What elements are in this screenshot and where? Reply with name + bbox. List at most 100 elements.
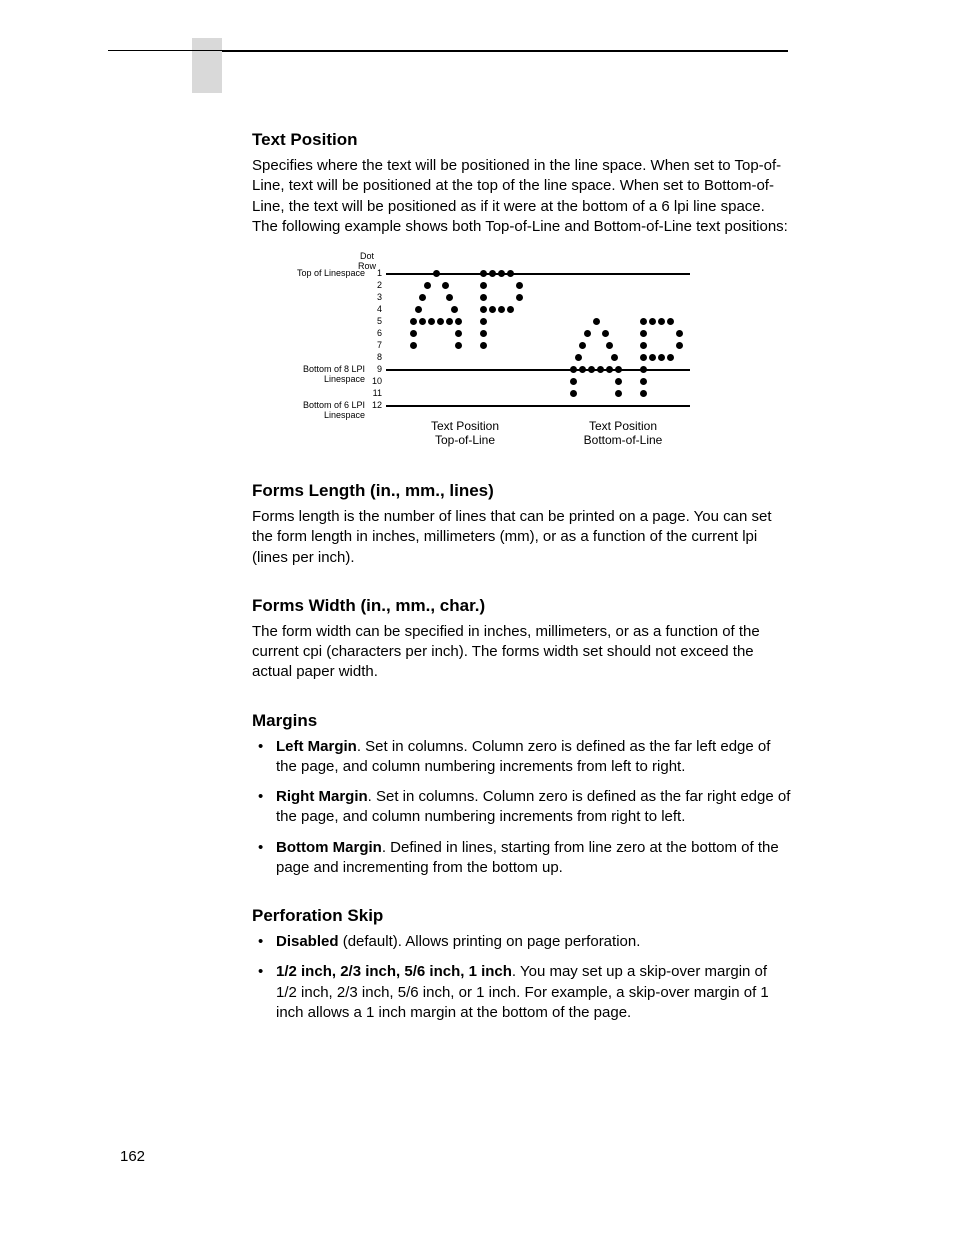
- diagram-dot: [516, 282, 523, 289]
- diagram-dot: [424, 282, 431, 289]
- bullet-label: Bottom Margin: [276, 839, 382, 856]
- page-content: Text Position Specifies where the text w…: [252, 130, 792, 1051]
- diagram-dot: [640, 378, 647, 385]
- diagram-dot: [615, 378, 622, 385]
- diagram-dot: [446, 294, 453, 301]
- diagram-dot: [606, 342, 613, 349]
- diagram-dot-label: Dot: [352, 251, 382, 261]
- header-rule-thick: [222, 50, 788, 52]
- diagram-dot: [507, 270, 514, 277]
- bullet-item: Bottom Margin. Defined in lines, startin…: [276, 838, 792, 879]
- section-perf-skip: Perforation Skip Disabled (default). All…: [252, 906, 792, 1023]
- diagram-caption: Text Position: [568, 419, 678, 433]
- diagram-row-num: 3: [368, 292, 382, 302]
- bullet-label: Right Margin: [276, 788, 368, 805]
- diagram-dot: [489, 306, 496, 313]
- diagram-dot: [455, 330, 462, 337]
- diagram-dot: [676, 330, 683, 337]
- header-accent-block: [192, 38, 222, 93]
- diagram-dot: [410, 330, 417, 337]
- diagram-dot: [575, 354, 582, 361]
- diagram-row-num: 1: [368, 268, 382, 278]
- diagram-row-num: 8: [368, 352, 382, 362]
- body-text-position: Specifies where the text will be positio…: [252, 156, 792, 237]
- diagram-caption: Text Position: [410, 419, 520, 433]
- diagram-dot: [446, 318, 453, 325]
- diagram-dot: [489, 270, 496, 277]
- diagram-row-num: 11: [368, 388, 382, 398]
- section-text-position: Text Position Specifies where the text w…: [252, 130, 792, 451]
- diagram-dot: [455, 318, 462, 325]
- diagram-dot: [480, 306, 487, 313]
- section-forms-width: Forms Width (in., mm., char.) The form w…: [252, 596, 792, 683]
- diagram-dot: [507, 306, 514, 313]
- diagram-dot: [649, 318, 656, 325]
- diagram-row-num: 4: [368, 304, 382, 314]
- heading-forms-width: Forms Width (in., mm., char.): [252, 596, 792, 616]
- diagram-row-num: 12: [368, 400, 382, 410]
- diagram-row-num: 5: [368, 316, 382, 326]
- diagram-dot: [570, 378, 577, 385]
- diagram-dot: [606, 366, 613, 373]
- diagram-dot: [640, 318, 647, 325]
- diagram-dot: [410, 342, 417, 349]
- diagram-dot: [588, 366, 595, 373]
- diagram-8lpi-label: Bottom of 8 LPI Linespace: [260, 364, 365, 384]
- bullet-label: Disabled: [276, 933, 339, 950]
- diagram-dot: [442, 282, 449, 289]
- diagram-dot: [498, 306, 505, 313]
- diagram-dot: [451, 306, 458, 313]
- diagram-dot: [667, 318, 674, 325]
- diagram-dot: [480, 294, 487, 301]
- page-number: 162: [120, 1148, 145, 1165]
- diagram-dot: [611, 354, 618, 361]
- body-forms-width: The form width can be specified in inche…: [252, 622, 792, 683]
- diagram-dot: [640, 342, 647, 349]
- diagram-6lpi-label: Bottom of 6 LPI Linespace: [260, 400, 365, 420]
- heading-forms-length: Forms Length (in., mm., lines): [252, 481, 792, 501]
- heading-perf-skip: Perforation Skip: [252, 906, 792, 926]
- body-forms-length: Forms length is the number of lines that…: [252, 507, 792, 568]
- margins-list: Left Margin. Set in columns. Column zero…: [252, 737, 792, 879]
- bullet-item: Right Margin. Set in columns. Column zer…: [276, 787, 792, 828]
- diagram-dot: [676, 342, 683, 349]
- diagram-dot: [640, 354, 647, 361]
- diagram-dot: [410, 318, 417, 325]
- diagram-dot: [667, 354, 674, 361]
- diagram-dot: [593, 318, 600, 325]
- diagram-dot: [570, 366, 577, 373]
- diagram-row-num: 9: [368, 364, 382, 374]
- text-position-diagram: DotRow123456789101112Top of LinespaceBot…: [260, 251, 690, 451]
- diagram-row-num: 2: [368, 280, 382, 290]
- diagram-dot: [480, 270, 487, 277]
- diagram-dot: [480, 342, 487, 349]
- diagram-dot: [615, 366, 622, 373]
- diagram-guide-line: [386, 273, 690, 275]
- diagram-dot: [415, 306, 422, 313]
- diagram-dot: [579, 342, 586, 349]
- heading-text-position: Text Position: [252, 130, 792, 150]
- diagram-caption: Top-of-Line: [410, 433, 520, 447]
- diagram-dot: [597, 366, 604, 373]
- bullet-item: Disabled (default). Allows printing on p…: [276, 932, 792, 952]
- diagram-dot: [433, 270, 440, 277]
- diagram-dot: [658, 354, 665, 361]
- diagram-dot: [615, 390, 622, 397]
- diagram-dot: [428, 318, 435, 325]
- diagram-dot: [480, 318, 487, 325]
- diagram-dot: [579, 366, 586, 373]
- heading-margins: Margins: [252, 711, 792, 731]
- section-forms-length: Forms Length (in., mm., lines) Forms len…: [252, 481, 792, 568]
- diagram-row-num: 6: [368, 328, 382, 338]
- diagram-dot: [516, 294, 523, 301]
- diagram-row-num: 10: [368, 376, 382, 386]
- perf-skip-list: Disabled (default). Allows printing on p…: [252, 932, 792, 1023]
- diagram-guide-line: [386, 405, 690, 407]
- diagram-dot: [498, 270, 505, 277]
- diagram-dot: [455, 342, 462, 349]
- bullet-label: Left Margin: [276, 738, 357, 755]
- diagram-dot: [480, 330, 487, 337]
- diagram-dot: [649, 354, 656, 361]
- diagram-dot: [584, 330, 591, 337]
- diagram-dot: [570, 390, 577, 397]
